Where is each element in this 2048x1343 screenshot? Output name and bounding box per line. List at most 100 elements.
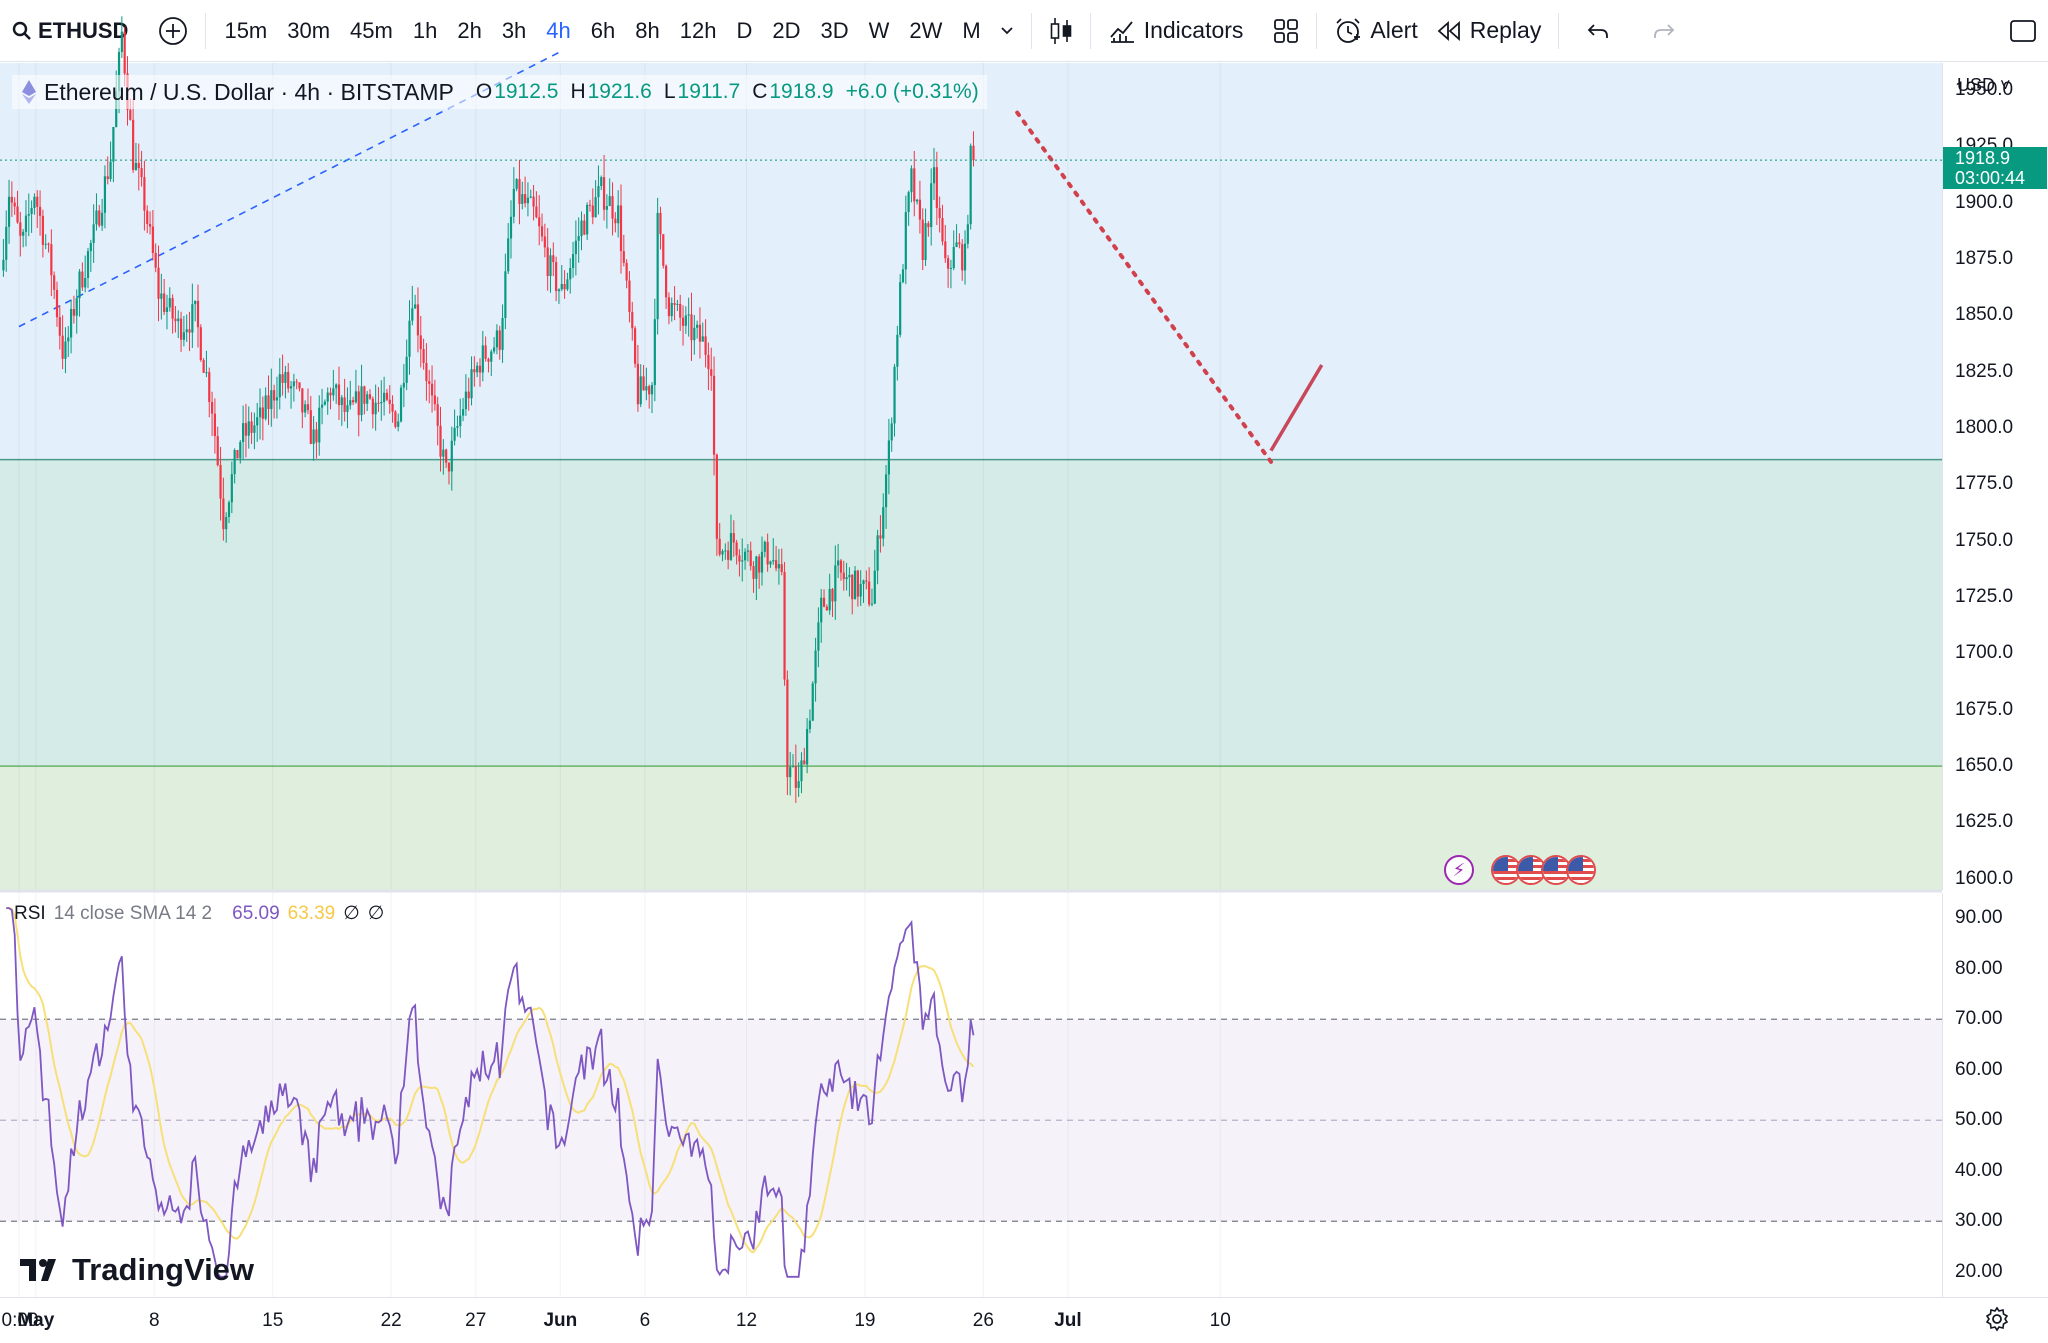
candle [476,362,479,378]
candle [848,567,851,597]
interval-2d[interactable]: 2D [772,17,801,43]
candle [774,545,778,572]
interval-3h[interactable]: 3h [501,17,527,43]
trendline-drawings[interactable] [18,51,1324,464]
redo-button[interactable] [1643,8,1685,54]
candle [295,378,298,390]
candle [679,294,682,332]
legend-close-key: C [752,80,768,103]
ethereum-logo-icon [22,80,36,104]
redo-icon [1654,23,1675,38]
candle [532,184,535,221]
interval-8h[interactable]: 8h [635,17,660,43]
fullscreen-icon [2010,20,2036,42]
candle [439,406,442,472]
candle [72,295,76,324]
candle [490,349,493,376]
alert-button[interactable]: Alert [1325,8,1426,54]
candle [574,220,577,276]
interval-d[interactable]: D [736,17,753,43]
candle [174,306,177,333]
replay-label: Replay [1469,17,1542,43]
candle [24,200,28,247]
interval-2w[interactable]: 2W [909,17,943,43]
candle [707,342,710,391]
candle [75,289,78,334]
undo-button[interactable] [1577,8,1619,54]
candle [44,234,47,250]
separator [1089,12,1091,49]
candle [659,206,662,250]
candle [913,150,916,217]
candle [163,278,166,316]
price-axis[interactable]: USD ˅ 1950.0 1925.0 1900.0 1875.0 1850.0 1825… [1942,63,2048,890]
time-axis[interactable]: 0:00 May 8 15 22 27 Jun 6 12 19 26 Jul 10 [0,1297,2048,1343]
interval-dropdown-button[interactable] [991,8,1023,54]
compare-add-button[interactable] [149,8,197,54]
interval-1h[interactable]: 1h [412,17,438,43]
candle [292,373,295,402]
candle [487,357,490,373]
lightning-event-icon[interactable]: ⚡ [1444,855,1474,885]
candle [258,388,262,440]
candle [61,315,64,370]
candle [109,141,112,182]
candle [521,181,524,210]
fullscreen-button[interactable] [2008,16,2038,52]
rsi-legend[interactable]: RSI 14 close SMA 14 2 65.09 63.39 ∅ ∅ [14,902,384,925]
tradingview-logo[interactable]: TradingView [20,1252,254,1288]
interval-2h[interactable]: 2h [457,17,482,43]
candle [735,539,738,565]
candle [168,287,171,312]
indicators-button[interactable]: Indicators [1099,8,1253,54]
candle [586,202,589,240]
candle [450,426,453,491]
candle [95,193,98,231]
candle [253,412,256,450]
us-flag-event-icon[interactable] [1566,855,1596,885]
economic-events[interactable]: ⚡ [1444,855,1596,885]
time-label: 12 [735,1310,758,1331]
interval-w[interactable]: W [868,17,890,43]
layout-button[interactable] [1264,8,1308,54]
candle [690,292,693,361]
price-label: 1725.0 [1955,586,2014,608]
chart-settings-button[interactable] [1984,1306,2010,1337]
candle [769,560,772,568]
dashed-trendline [18,51,561,328]
candle [591,188,594,225]
candle [22,229,25,248]
candle [273,384,276,419]
candle [47,242,50,253]
interval-4h[interactable]: 4h [546,17,571,43]
candle [783,561,786,686]
interval-6h[interactable]: 6h [590,17,616,43]
candle [385,388,389,402]
symbol-search-button[interactable]: ETHUSD [0,8,137,54]
interval-30m[interactable]: 30m [287,17,331,43]
time-label: 0:00 [1,1310,39,1331]
candle [368,389,372,400]
interval-m[interactable]: M [962,17,981,43]
replay-button[interactable]: Replay [1427,8,1551,54]
time-label: 10 [1209,1310,1231,1331]
candle [825,604,828,611]
candle [188,311,191,352]
candle [219,446,222,521]
price-zones [0,63,1942,890]
interval-12h[interactable]: 12h [679,17,717,43]
chart-type-button[interactable] [1040,8,1082,54]
price-label: 1800.0 [1955,417,2014,439]
price-label: 1675.0 [1955,698,2014,720]
candle [363,385,366,415]
interval-15m[interactable]: 15m [224,17,268,43]
currency-selector[interactable]: USD ˅ [1957,75,2011,96]
interval-3d[interactable]: 3D [820,17,849,43]
interval-45m[interactable]: 45m [350,17,393,43]
rsi-axis-label: 40.00 [1955,1159,2003,1181]
rsi-axis[interactable]: 90.00 80.00 70.00 60.00 50.00 40.00 30.00 20.00 [1942,893,2048,1297]
price-label: 1750.0 [1955,529,2014,551]
legend-ohlc: O1912.5 H1921.6 L1911.7 C1918.9 +6.0 (+0… [476,80,979,104]
us-flag-event-icon[interactable] [1541,855,1571,885]
